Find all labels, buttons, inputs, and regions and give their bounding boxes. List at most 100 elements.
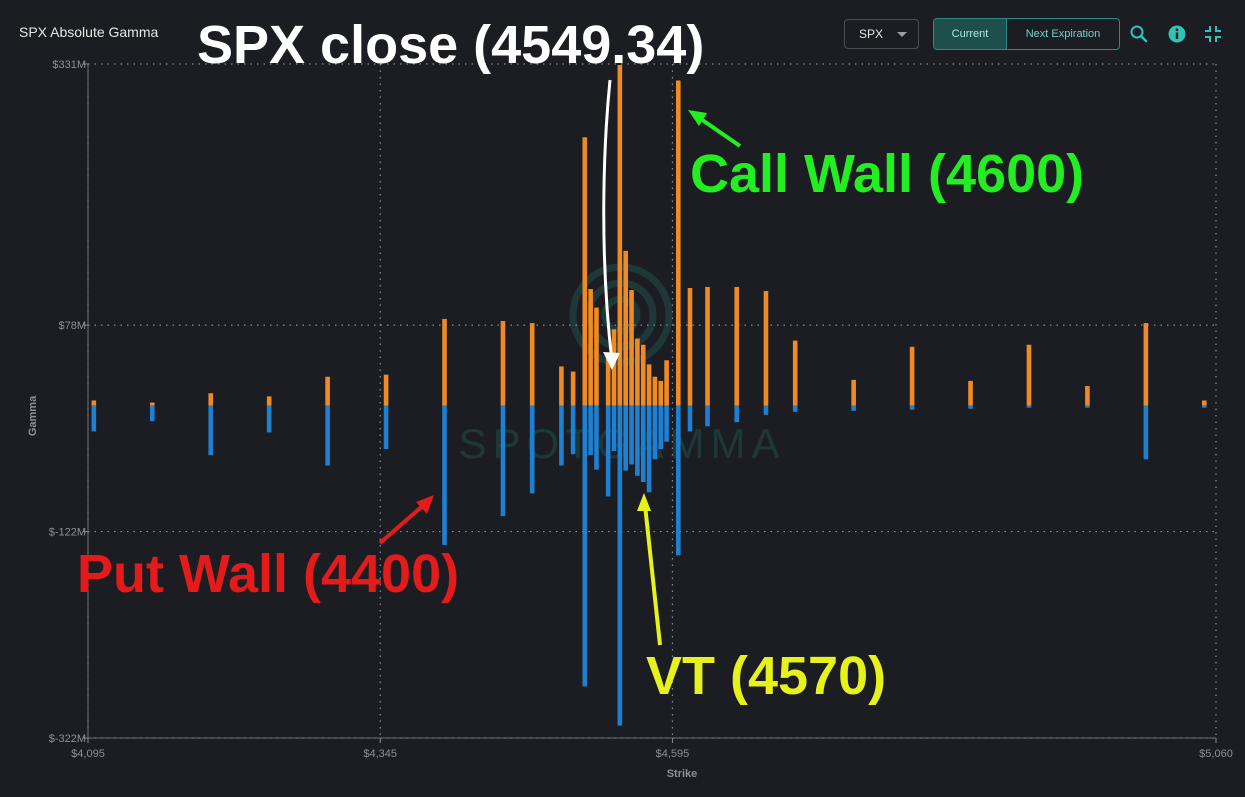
put-gamma-bar <box>500 405 506 517</box>
x-tick-label: $4,595 <box>656 748 690 760</box>
call-gamma-bar <box>149 402 155 406</box>
call-gamma-bar <box>1202 400 1207 406</box>
put-gamma-bar <box>605 405 611 497</box>
call-gamma-bar <box>1085 386 1090 406</box>
put-gamma-bar <box>658 405 664 449</box>
close-annotation: SPX close (4549.34) <box>197 15 705 75</box>
call-gamma-bar <box>594 307 599 406</box>
call-gamma-bar <box>1026 344 1032 406</box>
info-icon[interactable] <box>1167 24 1187 44</box>
put-gamma-bar <box>734 405 740 423</box>
put-gamma-bar <box>1202 405 1207 408</box>
x-tick-label: $5,060 <box>1199 748 1233 760</box>
close-arrowhead <box>603 352 620 370</box>
chevron-down-icon <box>897 31 908 37</box>
put-gamma-bar <box>705 405 710 427</box>
put-gamma-bar <box>623 405 628 471</box>
put-gamma-bar <box>149 405 155 422</box>
call-gamma-bar <box>91 400 97 406</box>
put-gamma-bar <box>208 405 214 456</box>
put-gamma-bar <box>617 405 623 726</box>
put-gamma-bar <box>640 405 646 483</box>
y-axis-label: Gamma <box>27 395 39 436</box>
put-wall-arrowhead <box>416 495 434 514</box>
put-gamma-bar <box>676 405 681 556</box>
put-gamma-bar <box>635 405 640 476</box>
tab-next-expiration[interactable]: Next Expiration <box>1025 28 1101 40</box>
put-gamma-bar <box>909 405 915 410</box>
call-wall-arrow <box>696 115 742 148</box>
put-gamma-bar <box>588 405 593 456</box>
put-gamma-bar <box>442 405 447 545</box>
call-gamma-bar <box>1143 323 1149 406</box>
y-tick-label: $78M <box>58 320 86 332</box>
y-tick-label: $331M <box>52 59 86 71</box>
put-gamma-bar <box>646 405 652 493</box>
put-gamma-bar <box>529 405 535 494</box>
put-gamma-bar <box>559 405 564 466</box>
x-axis-label: Strike <box>667 768 698 780</box>
x-tick-label: $4,095 <box>71 748 105 760</box>
put-gamma-bar <box>582 405 588 687</box>
expiration-toggle: Current Next Expiration <box>933 18 1120 50</box>
call-gamma-bar <box>909 346 915 406</box>
x-tick-label: $4,345 <box>363 748 397 760</box>
put-gamma-bar <box>594 405 599 470</box>
put-gamma-bar <box>792 405 798 412</box>
put-gamma-bar <box>763 405 769 415</box>
put-gamma-bar <box>851 405 856 411</box>
call-gamma-bar <box>383 374 389 406</box>
call-gamma-bar <box>570 371 576 406</box>
call-gamma-bar <box>968 380 973 406</box>
put-gamma-bar <box>1026 405 1032 408</box>
call-gamma-bar <box>559 366 564 406</box>
call-gamma-bar <box>605 356 611 406</box>
call-gamma-bar <box>617 65 623 406</box>
call-gamma-bar <box>588 289 593 406</box>
put-gamma-bar <box>1085 405 1090 408</box>
put-gamma-bar <box>664 405 669 442</box>
call-gamma-bar <box>611 329 617 406</box>
tab-current[interactable]: Current <box>934 19 1007 49</box>
annotation-arrows <box>378 79 742 646</box>
call-gamma-bar <box>629 290 634 406</box>
close-arrow <box>602 79 614 363</box>
call-gamma-bar <box>623 250 628 406</box>
symbol-select[interactable]: SPX <box>844 19 919 49</box>
put-gamma-bar <box>968 405 973 409</box>
call-gamma-bar <box>635 338 640 406</box>
call-gamma-bar <box>763 291 769 406</box>
call-gamma-bar <box>851 379 856 406</box>
call-gamma-bar <box>266 396 272 406</box>
put-gamma-bar <box>687 405 693 432</box>
put-gamma-bar <box>652 405 658 460</box>
call-gamma-bar <box>325 376 330 406</box>
call-wall-arrowhead <box>688 110 707 126</box>
vt-arrowhead <box>637 493 651 511</box>
axes: $331M $78M $-122M $-322M $4,095 $4,345 $4,595 $… <box>27 59 1233 780</box>
y-tick-label: $-322M <box>49 733 86 745</box>
vt-annotation: VT (4570) <box>646 646 887 706</box>
chart-title: SPX Absolute Gamma <box>19 24 159 40</box>
call-wall-annotation: Call Wall (4600) <box>690 144 1085 204</box>
bars <box>91 65 1207 726</box>
y-tick-label: $-122M <box>49 527 86 539</box>
call-gamma-bar <box>442 318 447 406</box>
put-wall-arrow <box>378 501 428 545</box>
put-gamma-bar <box>325 405 330 466</box>
call-gamma-bar <box>646 364 652 406</box>
put-gamma-bar <box>91 405 97 432</box>
put-gamma-bar <box>1143 405 1149 460</box>
collapse-icon[interactable] <box>1203 24 1223 44</box>
call-gamma-bar <box>500 321 506 406</box>
search-icon[interactable] <box>1129 24 1149 44</box>
put-gamma-bar <box>611 405 617 452</box>
call-gamma-bar <box>640 344 646 406</box>
put-wall-annotation: Put Wall (4400) <box>77 544 460 604</box>
call-gamma-bar <box>652 376 658 406</box>
put-gamma-bar <box>383 405 389 449</box>
symbol-select-value: SPX <box>859 27 884 41</box>
call-gamma-bar <box>734 286 740 406</box>
vt-arrow <box>643 504 662 646</box>
